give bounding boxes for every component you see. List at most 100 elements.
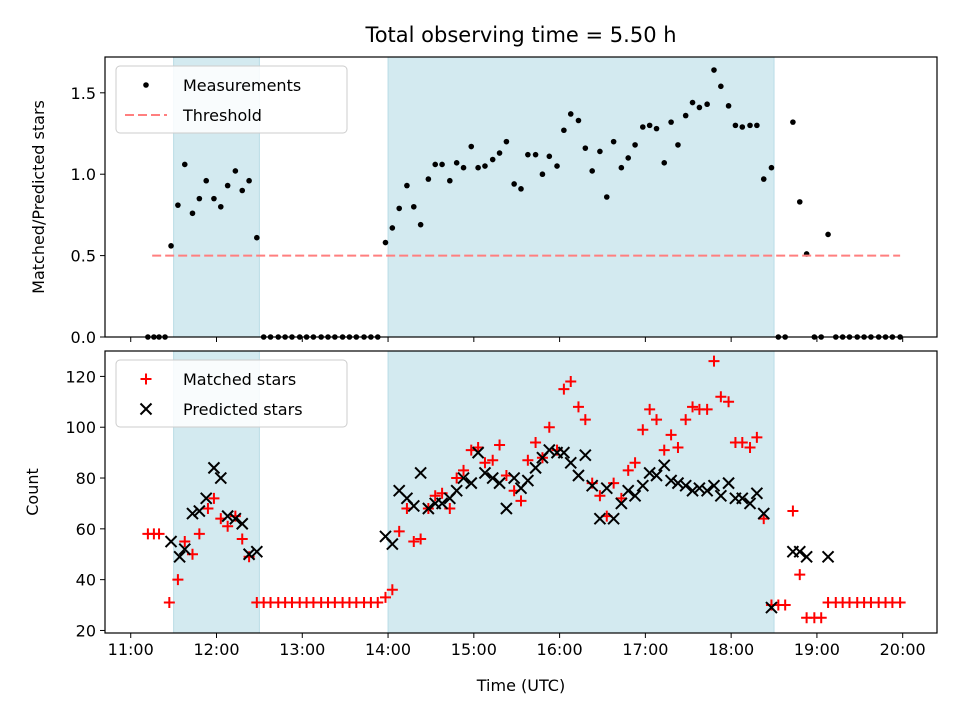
predicted-star-point: [636, 479, 650, 492]
matched-star-point: [672, 442, 684, 454]
predicted-star-point: [457, 471, 470, 485]
predicted-star-point: [178, 542, 191, 556]
predicted-star-point: [250, 545, 264, 558]
matched-star-point: [494, 439, 506, 451]
measurement-point: [389, 225, 396, 231]
matched-star-point: [163, 597, 175, 609]
matched-star-point: [594, 490, 606, 502]
chart-title: Total observing time = 5.50 h: [364, 23, 676, 47]
measurement-point: [689, 99, 696, 106]
measurement-point: [217, 203, 224, 210]
matched-star-point: [487, 454, 499, 466]
measurement-point: [825, 231, 831, 238]
predicted-star-point: [564, 456, 577, 469]
predicted-star-point: [765, 601, 778, 614]
measurement-point: [597, 148, 603, 155]
legend-label: Predicted stars: [183, 400, 303, 419]
matched-star-point: [637, 424, 649, 436]
predicted-star-point: [579, 448, 592, 462]
predicted-star-point: [585, 479, 599, 492]
bottom-plot-frame: [104, 350, 938, 634]
predicted-star-point: [543, 443, 556, 457]
measurement-point: [696, 104, 703, 111]
predicted-star-point: [450, 484, 463, 497]
predicted-star-point: [622, 484, 635, 497]
measurement-point: [760, 176, 767, 182]
predicted-star-point: [435, 497, 449, 510]
matched-star-point: [665, 429, 677, 441]
matched-star-point: [565, 375, 577, 387]
matched-star-point: [202, 503, 214, 515]
measurement-point: [453, 160, 460, 166]
matched-star-point: [543, 421, 555, 433]
measurement-point: [561, 127, 567, 134]
bottom-panel: 20 40 60 80 100 120 11:00 12:00 13:00 14:00 15:00 1…: [23, 350, 938, 659]
predicted-star-point: [507, 471, 521, 485]
measurement-point: [625, 155, 632, 161]
predicted-star-point: [671, 476, 685, 490]
measurement-point: [168, 243, 174, 249]
measurement-point: [711, 67, 717, 73]
predicted-star-point: [693, 481, 706, 495]
matched-star-point: [736, 436, 748, 448]
measurement-point: [739, 124, 746, 130]
matched-star-point: [744, 442, 756, 454]
matched-star-point: [687, 401, 699, 413]
predicted-star-point: [242, 548, 256, 561]
x-tick-label: 14:00: [365, 640, 411, 659]
matched-star-point: [894, 597, 906, 609]
measurement-point: [646, 122, 653, 129]
predicted-star-point: [628, 489, 642, 503]
x-tick-label: 17:00: [622, 640, 668, 659]
matched-star-point: [429, 490, 441, 502]
measurement-point: [575, 117, 582, 124]
measurement-point: [718, 83, 724, 90]
top-plot-frame: [104, 56, 938, 338]
matched-star-point: [386, 584, 398, 596]
top-y-tick-label: 0.0: [71, 328, 96, 347]
measurement-point: [439, 161, 445, 168]
measurement-point: [175, 202, 181, 208]
predicted-star-point: [500, 502, 513, 515]
predicted-star-point: [679, 479, 692, 492]
measurement-point: [554, 163, 560, 169]
measurement-point: [425, 176, 432, 182]
matched-star-point: [701, 403, 713, 415]
measurement-point: [482, 163, 488, 169]
measurement-point: [768, 164, 775, 171]
matched-star-point: [751, 431, 763, 443]
predicted-star-point: [736, 492, 749, 505]
measurement-point: [589, 168, 595, 174]
measurement-point: [410, 203, 417, 210]
measurement-point: [432, 161, 439, 168]
matched-star-point: [644, 403, 656, 415]
matched-star-point: [758, 513, 770, 525]
top-y-tick-label: 0.5: [71, 247, 96, 266]
measurement-point: [567, 111, 574, 117]
matched-star-point: [651, 414, 663, 426]
measurement-point: [796, 199, 803, 205]
matched-star-point: [572, 401, 584, 413]
measurement-point: [518, 186, 524, 192]
legend-matched-marker: [140, 373, 152, 385]
predicted-star-point: [221, 509, 234, 523]
predicted-star-point: [493, 476, 506, 490]
predicted-star-point: [173, 550, 186, 563]
predicted-star-point: [643, 466, 656, 480]
predicted-star-point: [686, 484, 699, 497]
predicted-star-point: [164, 535, 178, 548]
measurement-point: [546, 153, 553, 160]
matched-star-point: [522, 454, 534, 466]
x-tick-label: 11:00: [108, 640, 154, 659]
predicted-star-point: [593, 512, 607, 525]
matched-star-point: [208, 492, 220, 504]
matched-star-point: [615, 492, 627, 504]
predicted-star-point: [478, 466, 492, 480]
measurement-point: [246, 177, 252, 184]
matched-star-point: [629, 457, 641, 469]
x-tick-label: 19:00: [794, 640, 840, 659]
x-tick-label: 12:00: [193, 640, 239, 659]
measurement-point: [224, 182, 231, 189]
matched-star-point: [622, 464, 634, 476]
